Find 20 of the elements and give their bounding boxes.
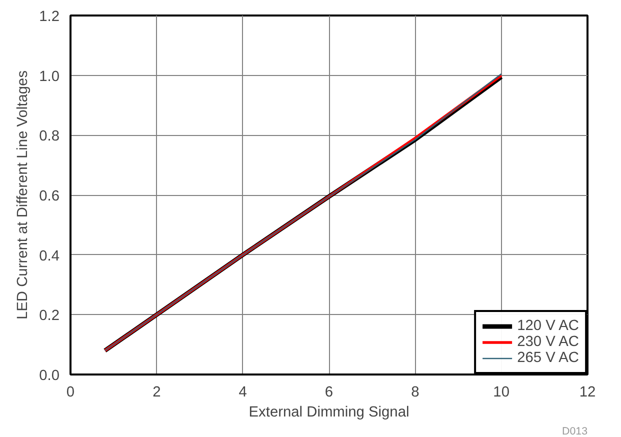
y-tick-label: 1.2 — [39, 9, 60, 25]
y-tick-label: 0.2 — [39, 308, 60, 324]
x-tick-label: 6 — [324, 384, 334, 400]
x-tick-label: 10 — [493, 384, 510, 400]
y-tick-label: 0.0 — [39, 368, 60, 384]
legend-label: 120 V AC — [517, 318, 579, 334]
text: D013 — [562, 426, 588, 437]
x-tick-label: 8 — [411, 384, 420, 400]
y-tick-label: 0.8 — [39, 128, 60, 145]
y-axis-title: LED Current at Different Line Voltages — [15, 70, 32, 320]
x-tick-label: 0 — [66, 384, 75, 400]
y-tick-label: 0.6 — [39, 188, 60, 204]
x-tick-label: 2 — [152, 384, 161, 400]
x-axis-title: External Dimming Signal — [248, 404, 410, 420]
legend-label: 265 V AC — [517, 350, 579, 366]
y-tick-label: 1.0 — [39, 68, 60, 85]
x-tick-label: 4 — [238, 384, 247, 400]
x-tick-label: 12 — [579, 384, 596, 400]
legend-label: 230 V AC — [517, 334, 579, 350]
y-tick-label: 0.4 — [39, 248, 60, 264]
